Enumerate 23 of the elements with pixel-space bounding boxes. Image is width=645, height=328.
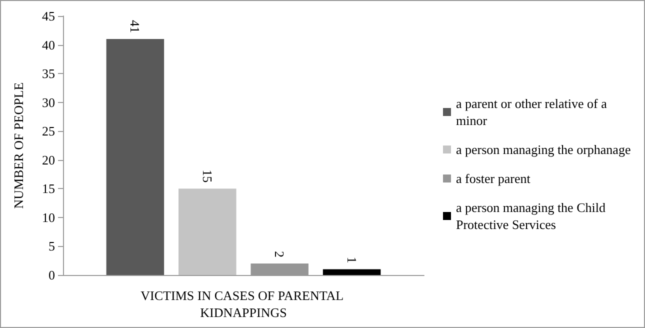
legend-label: a foster parent — [456, 171, 531, 186]
y-tick-label: 25 — [42, 124, 55, 139]
y-tick-label: 30 — [42, 94, 55, 110]
y-tick-label: 45 — [42, 8, 55, 24]
legend-label: a person managing the orphanage — [456, 142, 631, 157]
data-label: 41 — [128, 20, 143, 34]
legend-label: a person managing the Child Protective Services — [456, 200, 609, 232]
y-tick-label: 10 — [42, 210, 55, 225]
data-label: 1 — [344, 256, 360, 264]
y-tick-label: 5 — [48, 238, 55, 254]
bar — [322, 269, 381, 275]
data-label: 15 — [200, 170, 215, 183]
legend-label: a parent or other relative of a minor — [456, 96, 610, 128]
y-tick-label: 15 — [42, 181, 55, 196]
x-tick-label: VICTIMS IN CASES OF PARENTAL KIDNAPPINGS — [140, 288, 346, 320]
data-label: 2 — [272, 250, 288, 258]
y-axis-title: NUMBER OF PEOPLE — [11, 82, 26, 209]
bar — [106, 39, 164, 275]
y-tick-label: 35 — [42, 66, 55, 82]
y-tick-label: 0 — [48, 268, 55, 282]
y-tick-label: 20 — [42, 152, 55, 168]
bar — [178, 188, 236, 275]
y-tick-label: 40 — [42, 37, 55, 52]
